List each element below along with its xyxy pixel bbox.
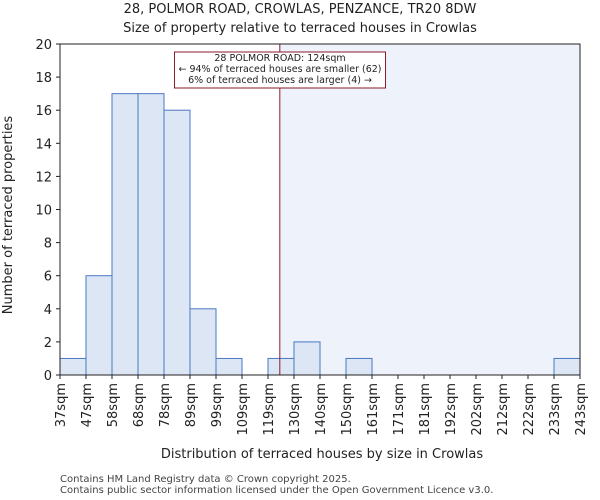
chart-title: 28, POLMOR ROAD, CROWLAS, PENZANCE, TR20… [124,2,477,17]
y-tick-label: 0 [44,369,52,384]
bar-78sqm [163,109,191,376]
annotation-line-3: 6% of terraced houses are larger (4) → [188,75,372,86]
y-tick-label: 2 [44,336,52,351]
bars-group [59,93,581,376]
x-tick-label: 140sqm [314,383,329,436]
plot-area [59,43,581,376]
bar-233sqm [553,357,581,376]
x-tick-label: 78sqm [158,383,173,427]
y-tick-label: 16 [35,104,52,119]
chart-subtitle: Size of property relative to terraced ho… [123,21,477,36]
y-tick-label: 18 [35,71,52,86]
y-tick-label: 14 [35,137,52,152]
x-tick-label: 68sqm [132,383,147,427]
y-tick-label: 4 [44,303,52,318]
bar-89sqm [189,308,217,376]
x-tick-label: 119sqm [262,383,277,436]
footer-line-2: Contains public sector information licen… [60,485,493,496]
bar-150sqm [345,357,373,376]
bar-99sqm [215,357,243,376]
y-tick-label: 10 [35,204,52,219]
y-tick-label: 6 [44,270,52,285]
x-tick-label: 150sqm [340,383,355,436]
x-tick-label: 192sqm [444,383,459,436]
annotation-line-2: ← 94% of terraced houses are smaller (62… [178,64,381,75]
bar-47sqm [85,275,113,376]
y-tick-label: 8 [44,237,52,252]
x-tick-label: 212sqm [496,383,511,436]
x-tick-label: 58sqm [106,383,121,427]
x-tick-label: 181sqm [418,383,433,436]
x-tick-label: 161sqm [366,383,381,436]
x-tick-label: 130sqm [288,383,303,436]
footer-line-1: Contains HM Land Registry data © Crown c… [60,474,351,485]
x-axis-label: Distribution of terraced houses by size … [161,447,483,462]
x-axis-ticks: 37sqm 47sqm 58sqm 68sqm 78sqm 89sqm 99sqm 109sq… [54,375,589,436]
x-tick-label: 89sqm [184,383,199,427]
bar-58sqm [111,93,139,376]
x-tick-label: 222sqm [522,383,537,436]
y-axis-label: Number of terraced properties [1,116,16,315]
bar-130sqm [293,341,321,376]
x-tick-label: 233sqm [548,383,563,436]
y-axis-ticks: 0 2 4 6 8 10 12 14 16 18 20 [35,38,60,384]
larger-properties-region [279,44,580,375]
x-tick-label: 202sqm [470,383,485,436]
x-tick-label: 243sqm [574,383,589,436]
annotation-box: 28 POLMOR ROAD: 124sqm ← 94% of terraced… [173,51,387,89]
bar-68sqm [137,93,165,376]
x-tick-label: 109sqm [236,383,251,436]
bar-119sqm [267,357,295,376]
bar-37sqm [59,357,87,376]
y-tick-label: 20 [35,38,52,53]
y-tick-label: 12 [35,170,52,185]
annotation-line-1: 28 POLMOR ROAD: 124sqm [214,53,345,64]
annotation-border [173,51,387,89]
x-tick-label: 171sqm [392,383,407,436]
x-tick-label: 47sqm [80,383,95,427]
x-tick-label: 37sqm [54,383,69,427]
x-tick-label: 99sqm [210,383,225,427]
